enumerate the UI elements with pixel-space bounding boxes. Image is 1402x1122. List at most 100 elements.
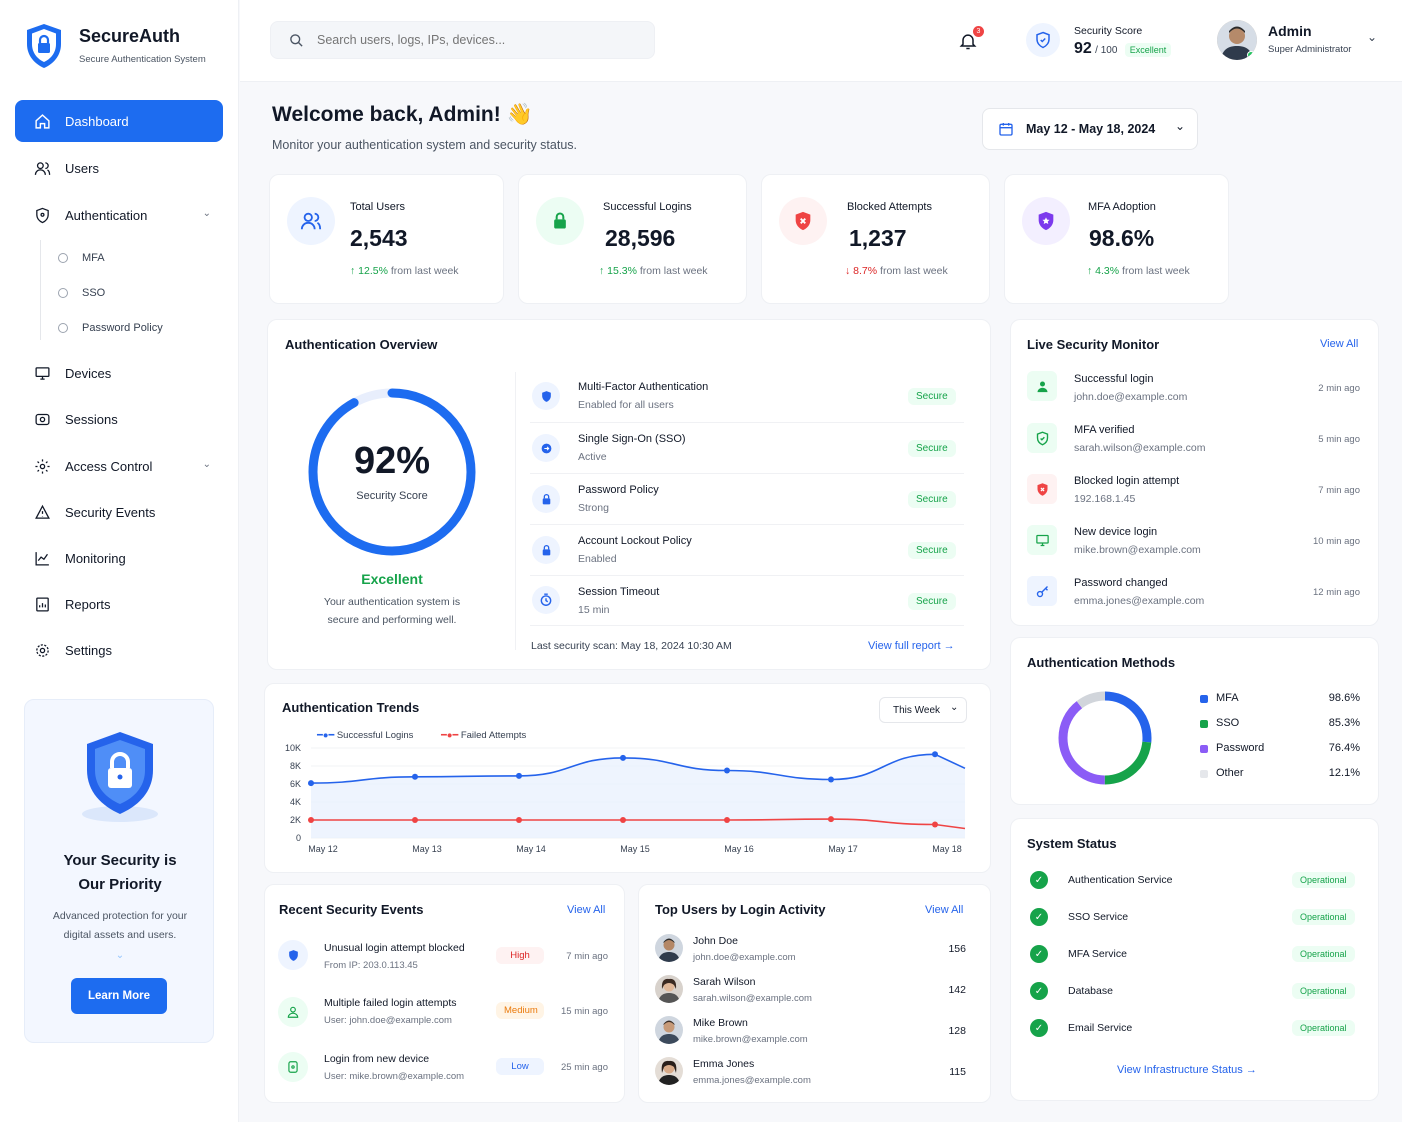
change-value: 12.5%	[358, 265, 388, 277]
sidebar-item-authentication[interactable]: Authentication ⌄	[15, 194, 223, 236]
events-view-all-link[interactable]: View All	[567, 904, 606, 916]
user-email: john.doe@example.com	[693, 952, 796, 963]
stat-card-successful-logins: Successful Logins 28,596 ↑ 15.3% from la…	[518, 174, 747, 304]
legend-dot-other	[1200, 770, 1208, 778]
sidebar-item-access-control[interactable]: Access Control ⌄	[15, 445, 223, 487]
promo-text-line1: Advanced protection for your	[52, 910, 188, 922]
stat-card-mfa-adoption: MFA Adoption 98.6% ↑ 4.3% from last week	[1004, 174, 1229, 304]
change-value: 4.3%	[1095, 265, 1120, 277]
service-name: SSO Service	[1068, 911, 1129, 923]
promo-title-line1: Your Security is	[63, 852, 177, 869]
sidebar-item-reports[interactable]: Reports	[15, 583, 223, 625]
check-circle-icon: ✓	[1030, 908, 1048, 926]
sidebar-subitem-sso[interactable]: SSO	[58, 287, 105, 299]
timer-icon	[532, 586, 560, 614]
top-users-view-all-link[interactable]: View All	[925, 904, 964, 916]
event-name: MFA verified	[1074, 424, 1135, 436]
legend-dot-sso	[1200, 720, 1208, 728]
legend-value: 85.3%	[1328, 717, 1360, 729]
chevron-down-icon: ⌄	[1175, 119, 1186, 133]
event-sub: mike.brown@example.com	[1074, 544, 1201, 556]
search-icon	[289, 33, 304, 51]
arrow-right-icon: →	[943, 640, 955, 652]
session-icon	[33, 410, 51, 428]
sidebar-subitem-mfa[interactable]: MFA	[58, 252, 105, 264]
sidebar-item-label: Access Control	[65, 458, 153, 474]
legend-line-blue: ━●━	[317, 730, 335, 741]
login-count: 128	[948, 1025, 966, 1037]
user-email: emma.jones@example.com	[693, 1075, 811, 1086]
view-infrastructure-status-link[interactable]: View Infrastructure Status →	[1117, 1064, 1257, 1076]
security-rating: Excellent	[361, 571, 423, 587]
shield-x-icon	[779, 197, 827, 245]
chevron-down-icon: ⌄	[202, 208, 211, 219]
user-email: sarah.wilson@example.com	[693, 993, 812, 1004]
brand-tagline: Secure Authentication System	[79, 54, 206, 65]
search-input[interactable]	[317, 30, 637, 50]
subitem-label: SSO	[82, 287, 106, 299]
sidebar-item-dashboard[interactable]: Dashboard	[15, 100, 223, 142]
lock-icon	[532, 485, 560, 513]
service-name: MFA Service	[1068, 948, 1127, 960]
y-tick-label: 4K	[290, 797, 301, 807]
data-point-successful	[932, 751, 938, 758]
calendar-icon	[998, 121, 1014, 140]
avatar	[655, 1016, 683, 1044]
search-box[interactable]	[270, 21, 655, 59]
users-icon	[33, 159, 51, 177]
severity-badge-high: High	[496, 947, 544, 964]
avatar[interactable]	[1217, 20, 1257, 60]
event-sub: 192.168.1.45	[1074, 493, 1136, 505]
date-range-picker[interactable]: May 12 - May 18, 2024 ⌄	[982, 108, 1198, 150]
overview-title: Authentication Overview	[285, 337, 438, 352]
sidebar-item-devices[interactable]: Devices	[15, 352, 223, 394]
view-full-report-link[interactable]: View full report →	[868, 640, 955, 652]
sidebar-item-monitoring[interactable]: Monitoring	[15, 537, 223, 579]
link-label: View Infrastructure Status	[1117, 1064, 1243, 1076]
service-name: Database	[1068, 985, 1113, 997]
sidebar-item-label: Settings	[65, 642, 112, 658]
sidebar-subitem-password-policy[interactable]: Password Policy	[58, 322, 163, 334]
x-tick-label: May 18	[932, 844, 962, 854]
monitoring-icon	[33, 549, 51, 567]
overview-divider	[515, 372, 516, 650]
notification-bell-icon[interactable]: 3	[958, 26, 984, 52]
trends-period-select[interactable]: This Week ⌄	[879, 697, 967, 723]
security-score-caption: Security Score	[356, 490, 428, 502]
sidebar-item-label: Security Events	[65, 504, 156, 520]
subitem-label: MFA	[82, 252, 105, 264]
sidebar-item-settings[interactable]: Settings	[15, 629, 223, 671]
live-monitor-view-all-link[interactable]: View All	[1320, 338, 1359, 350]
event-sub: From IP: 203.0.113.45	[324, 960, 418, 971]
chevron-down-icon: ⌄	[950, 702, 959, 713]
data-point-failed	[828, 816, 834, 823]
legend-label: Failed Attempts	[460, 730, 527, 741]
last-scan-text: Last security scan: May 18, 2024 10:30 A…	[531, 640, 732, 652]
security-score-percent: 92%	[353, 440, 431, 482]
sidebar-item-sessions[interactable]: Sessions	[15, 398, 223, 440]
stat-value: 1,237	[849, 225, 907, 251]
brand-name: SecureAuth	[79, 26, 181, 46]
event-name: Login from new device	[324, 1053, 430, 1065]
overview-item-name: Single Sign-On (SSO)	[578, 433, 686, 445]
row-divider	[530, 422, 964, 423]
event-sub: john.doe@example.com	[1074, 391, 1188, 403]
score-badge: Excellent	[1124, 43, 1172, 57]
event-time: 15 min ago	[560, 1006, 608, 1017]
status-badge: Operational	[1292, 1020, 1355, 1036]
sidebar-item-security-events[interactable]: Security Events	[15, 491, 223, 533]
sidebar-item-users[interactable]: Users	[15, 147, 223, 189]
row-divider	[530, 625, 964, 626]
data-point-failed	[932, 821, 938, 828]
user-menu-chevron-down-icon[interactable]: ⌄	[1367, 30, 1378, 44]
user-role: Super Administrator	[1268, 44, 1352, 55]
online-dot	[1247, 51, 1255, 59]
stat-card-blocked-attempts: Blocked Attempts 1,237 ↓ 8.7% from last …	[761, 174, 990, 304]
status-badge: Secure	[908, 542, 956, 559]
avatar	[655, 975, 683, 1003]
chevron-down-icon: ⌄	[202, 459, 211, 470]
learn-more-button[interactable]: Learn More	[71, 978, 167, 1014]
y-tick-label: 8K	[290, 761, 301, 771]
change-suffix: from last week	[1122, 265, 1190, 277]
stat-card-total-users: Total Users 2,543 ↑ 12.5% from last week	[269, 174, 504, 304]
